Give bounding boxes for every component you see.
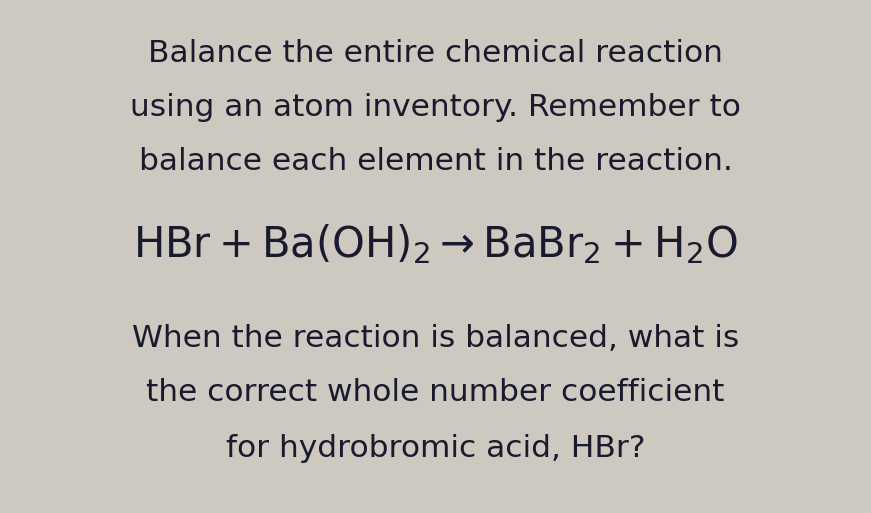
Text: When the reaction is balanced, what is: When the reaction is balanced, what is xyxy=(132,324,739,353)
Text: balance each element in the reaction.: balance each element in the reaction. xyxy=(138,147,733,176)
Text: the correct whole number coefficient: the correct whole number coefficient xyxy=(146,378,725,407)
Text: for hydrobromic acid, HBr?: for hydrobromic acid, HBr? xyxy=(226,435,645,463)
Text: $\mathrm{HBr + Ba(OH)_2 \rightarrow BaBr_2 + H_2O}$: $\mathrm{HBr + Ba(OH)_2 \rightarrow BaBr… xyxy=(133,222,738,266)
Text: Balance the entire chemical reaction: Balance the entire chemical reaction xyxy=(148,40,723,68)
Text: using an atom inventory. Remember to: using an atom inventory. Remember to xyxy=(130,93,741,122)
